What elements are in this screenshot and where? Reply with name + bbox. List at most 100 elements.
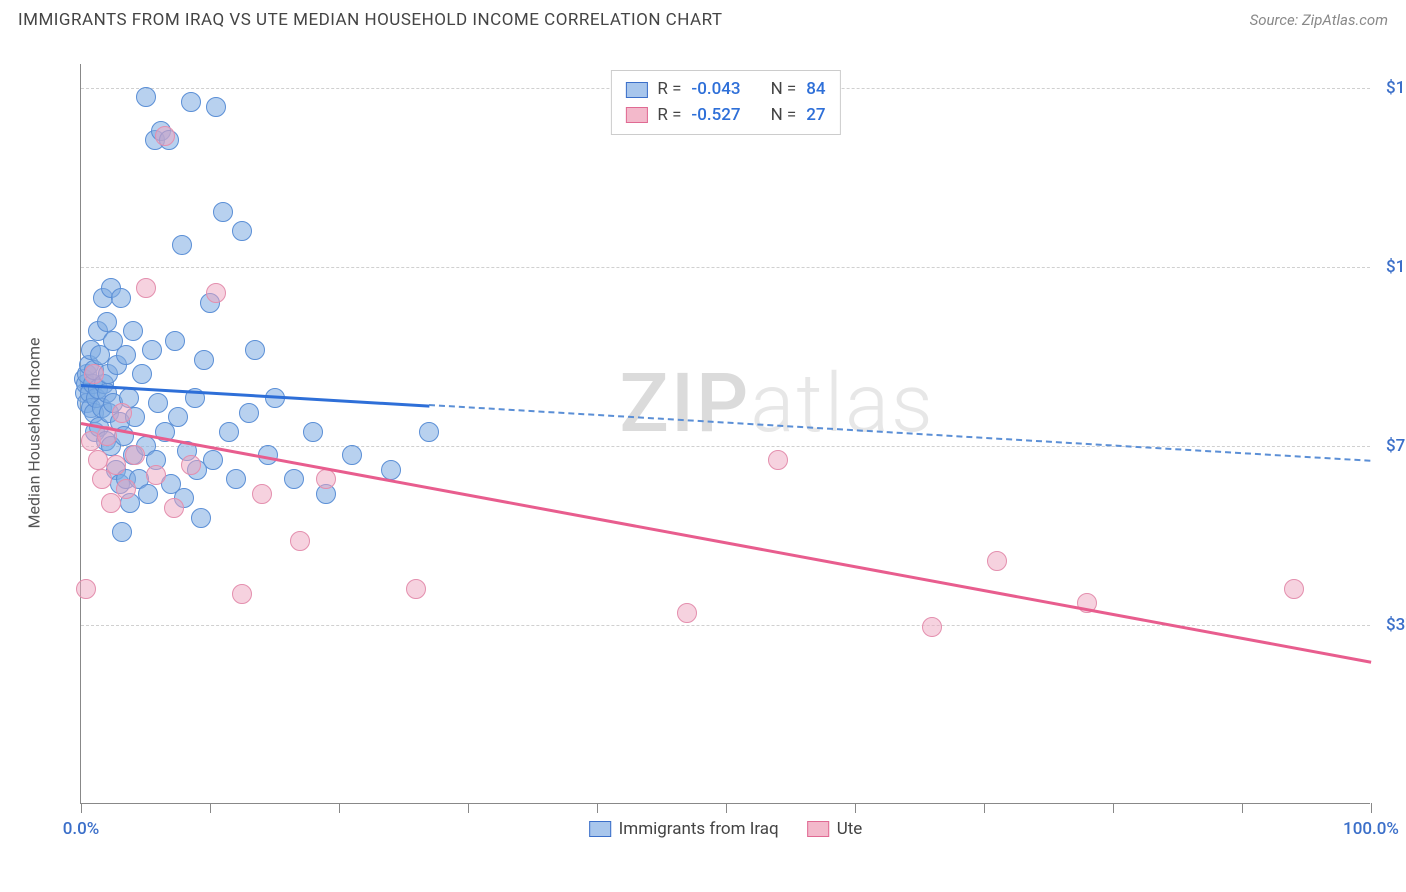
data-point bbox=[148, 393, 168, 413]
legend-r-label: R = bbox=[657, 77, 681, 103]
data-point bbox=[155, 126, 175, 146]
x-tick-label: 100.0% bbox=[1343, 819, 1399, 839]
data-point bbox=[138, 484, 158, 504]
watermark-zip: ZIP bbox=[619, 356, 750, 452]
x-tick bbox=[597, 803, 598, 813]
data-point bbox=[239, 403, 259, 423]
data-point bbox=[226, 469, 246, 489]
data-point bbox=[768, 450, 788, 470]
data-point bbox=[116, 479, 136, 499]
data-point bbox=[252, 484, 272, 504]
legend-item: Immigrants from Iraq bbox=[589, 819, 779, 839]
data-point bbox=[132, 364, 152, 384]
data-point bbox=[316, 469, 336, 489]
data-point bbox=[116, 345, 136, 365]
legend-correlation: R = -0.043 N = 84 R = -0.527 N = 27 bbox=[610, 70, 840, 135]
legend-r-value: -0.527 bbox=[691, 103, 740, 129]
y-tick-label: $112,500 bbox=[1374, 257, 1406, 277]
data-point bbox=[1284, 579, 1304, 599]
data-point bbox=[76, 579, 96, 599]
data-point bbox=[419, 422, 439, 442]
data-point bbox=[245, 340, 265, 360]
data-point bbox=[165, 331, 185, 351]
x-tick bbox=[726, 803, 727, 813]
legend-item-label: Immigrants from Iraq bbox=[619, 819, 779, 839]
data-point bbox=[172, 235, 192, 255]
y-tick-label: $150,000 bbox=[1374, 78, 1406, 98]
data-point bbox=[101, 493, 121, 513]
legend-row: R = -0.527 N = 27 bbox=[625, 103, 825, 129]
plot-area: ZIPatlas R =-0.043N =84R =-0.527N =27 Im… bbox=[80, 64, 1370, 804]
data-point bbox=[88, 450, 108, 470]
data-point bbox=[168, 407, 188, 427]
data-point bbox=[136, 278, 156, 298]
x-tick bbox=[81, 803, 82, 813]
data-point bbox=[303, 422, 323, 442]
data-point bbox=[406, 579, 426, 599]
data-point bbox=[342, 445, 362, 465]
data-point bbox=[146, 465, 166, 485]
x-tick bbox=[468, 803, 469, 813]
chart-header: IMMIGRANTS FROM IRAQ VS UTE MEDIAN HOUSE… bbox=[0, 0, 1406, 34]
legend-r-value: -0.043 bbox=[691, 77, 740, 103]
data-point bbox=[136, 87, 156, 107]
legend-n-value: 27 bbox=[806, 103, 825, 129]
legend-swatch bbox=[807, 821, 829, 837]
data-point bbox=[203, 450, 223, 470]
data-point bbox=[213, 202, 233, 222]
x-tick bbox=[210, 803, 211, 813]
data-point bbox=[181, 455, 201, 475]
data-point bbox=[111, 288, 131, 308]
data-point bbox=[97, 312, 117, 332]
data-point bbox=[206, 283, 226, 303]
legend-n-label: N = bbox=[771, 77, 797, 103]
data-point bbox=[164, 498, 184, 518]
legend-swatch bbox=[625, 107, 647, 123]
legend-n-label: N = bbox=[771, 103, 797, 129]
chart-title: IMMIGRANTS FROM IRAQ VS UTE MEDIAN HOUSE… bbox=[18, 10, 723, 30]
data-point bbox=[219, 422, 239, 442]
data-point bbox=[142, 340, 162, 360]
legend-r-label: R = bbox=[657, 103, 681, 129]
x-tick bbox=[1242, 803, 1243, 813]
legend-item-label: Ute bbox=[837, 819, 863, 839]
y-axis-title: Median Household Income bbox=[25, 338, 44, 529]
data-point bbox=[290, 531, 310, 551]
data-point bbox=[125, 445, 145, 465]
x-tick bbox=[855, 803, 856, 813]
watermark: ZIPatlas bbox=[619, 356, 934, 452]
data-point bbox=[106, 455, 126, 475]
watermark-atlas: atlas bbox=[750, 356, 934, 452]
legend-series: Immigrants from Iraq Ute bbox=[589, 819, 863, 839]
x-tick bbox=[339, 803, 340, 813]
y-tick-label: $37,500 bbox=[1374, 615, 1406, 635]
legend-row: R = -0.043 N = 84 bbox=[625, 77, 825, 103]
data-point bbox=[232, 584, 252, 604]
legend-swatch bbox=[589, 821, 611, 837]
data-point bbox=[112, 522, 132, 542]
data-point bbox=[987, 551, 1007, 571]
trendline bbox=[429, 404, 1371, 462]
x-tick-label: 0.0% bbox=[63, 819, 100, 839]
data-point bbox=[922, 617, 942, 637]
data-point bbox=[123, 321, 143, 341]
x-tick bbox=[1113, 803, 1114, 813]
legend-item: Ute bbox=[807, 819, 863, 839]
data-point bbox=[84, 364, 104, 384]
legend-n-value: 84 bbox=[806, 77, 825, 103]
y-tick-label: $75,000 bbox=[1374, 436, 1406, 456]
gridline-h bbox=[81, 267, 1370, 268]
x-tick bbox=[984, 803, 985, 813]
data-point bbox=[284, 469, 304, 489]
data-point bbox=[181, 92, 201, 112]
x-tick bbox=[1371, 803, 1372, 813]
chart-container: Median Household Income ZIPatlas R =-0.0… bbox=[50, 48, 1390, 818]
data-point bbox=[232, 221, 252, 241]
chart-source: Source: ZipAtlas.com bbox=[1250, 11, 1388, 29]
data-point bbox=[191, 508, 211, 528]
data-point bbox=[194, 350, 214, 370]
data-point bbox=[206, 97, 226, 117]
data-point bbox=[381, 460, 401, 480]
data-point bbox=[112, 403, 132, 423]
trendline bbox=[81, 422, 1372, 664]
